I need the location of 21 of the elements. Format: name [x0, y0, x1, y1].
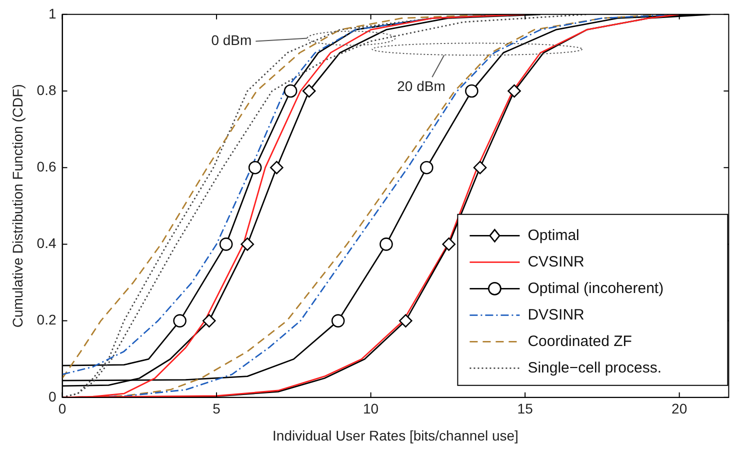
- x-tick-label: 20: [672, 400, 688, 417]
- legend-label: Optimal (incoherent): [528, 280, 664, 297]
- legend-label: Single−cell process.: [528, 359, 662, 376]
- x-tick-label: 10: [363, 400, 379, 417]
- annotation: 0 dBm: [211, 32, 252, 48]
- y-tick-label: 0.6: [36, 158, 56, 174]
- x-axis-title: Individual User Rates [bits/channel use]: [272, 427, 518, 444]
- legend-label: CVSINR: [528, 253, 585, 270]
- y-tick-label: 0.8: [36, 82, 56, 98]
- y-axis-title: Cumulative Distribution Function (CDF): [9, 84, 26, 328]
- legend-label: Optimal: [528, 226, 580, 244]
- annotation: 20 dBm: [397, 78, 446, 94]
- y-tick-label: 1: [48, 5, 56, 22]
- y-tick-label: 0: [48, 388, 56, 404]
- legend-label: DVSINR: [528, 306, 585, 324]
- legend-label: Coordinated ZF: [528, 332, 632, 350]
- x-tick-label: 15: [517, 400, 534, 417]
- y-tick-label: 0.4: [36, 235, 56, 252]
- x-tick-label: 0: [58, 400, 66, 417]
- x-tick-label: 5: [212, 400, 221, 417]
- y-tick-label: 0.2: [36, 312, 56, 328]
